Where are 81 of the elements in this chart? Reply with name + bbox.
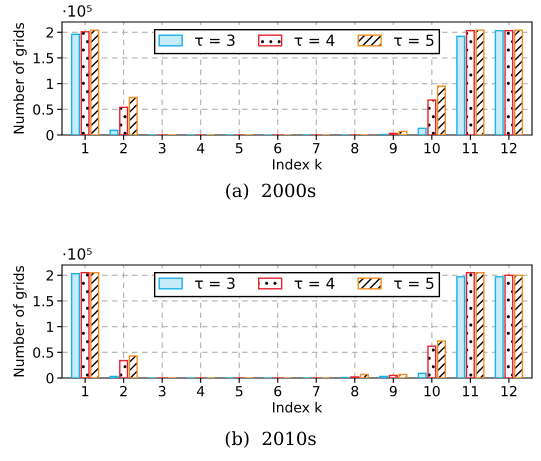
bar <box>360 374 369 378</box>
x-tick-label: 12 <box>502 142 516 154</box>
bar <box>466 30 475 135</box>
bar <box>119 360 128 378</box>
x-tick-label: 4 <box>196 386 204 396</box>
y-axis-title: Number of grids <box>13 22 27 134</box>
x-tick-label: 7 <box>312 386 320 396</box>
text: ·10⁵ <box>64 248 92 260</box>
x-tick-label: 10 <box>424 386 440 396</box>
bar <box>418 372 427 378</box>
bar <box>504 30 514 135</box>
y-tick-label: 2 <box>46 270 53 281</box>
x-tick-label: 11 <box>463 143 478 154</box>
text: (a) 2000s <box>226 183 316 200</box>
x-axis-title: Index k <box>273 402 322 413</box>
x-tick-label: 7 <box>312 143 320 154</box>
bar <box>90 30 100 135</box>
y-tick-label: 0.5 <box>33 347 54 358</box>
y-tick-label: 1.5 <box>34 53 54 64</box>
bar <box>418 128 427 135</box>
x-tick-label: 9 <box>390 386 397 396</box>
bar <box>128 96 138 135</box>
x-tick-label: 3 <box>158 142 166 154</box>
x-tick-label: 12 <box>502 386 516 396</box>
x-tick-label: 3 <box>158 386 166 396</box>
x-tick-label: 1 <box>82 386 88 396</box>
x-tick-label: 6 <box>274 386 282 396</box>
bar <box>504 274 514 378</box>
bar <box>70 273 80 378</box>
bar <box>466 272 475 378</box>
bar <box>80 31 90 135</box>
bar <box>494 30 504 135</box>
x-tick-label: 11 <box>463 386 478 396</box>
bar <box>427 99 436 135</box>
y-tick-label: 2 <box>46 27 53 38</box>
x-tick-label: 2 <box>120 142 127 154</box>
y-tick-label: 1 <box>47 322 54 332</box>
legend-label: τ = 5 <box>394 278 434 290</box>
bar <box>475 30 485 135</box>
bar <box>436 340 446 378</box>
x-tick-label: 5 <box>236 386 242 396</box>
bar <box>80 272 90 378</box>
x-tick-label: 1 <box>82 143 88 154</box>
bar <box>475 272 485 378</box>
bar <box>456 276 466 378</box>
bar <box>456 36 466 135</box>
y-tick-label: 1 <box>47 78 54 89</box>
bar <box>494 276 504 378</box>
y-tick-label: 0 <box>46 130 54 140</box>
legend-label: τ = 3 <box>195 277 235 290</box>
bar <box>128 355 138 378</box>
x-tick-label: 5 <box>236 143 242 154</box>
bar <box>514 274 524 378</box>
bar <box>398 130 408 135</box>
y-axis-title: Number of grids <box>13 266 27 376</box>
x-tick-label: 6 <box>274 142 282 154</box>
legend-label: τ = 4 <box>294 278 334 289</box>
x-tick-label: 8 <box>351 142 358 154</box>
bar <box>388 374 398 378</box>
x-tick-label: 9 <box>390 142 397 154</box>
x-axis-title: Index k <box>273 158 322 170</box>
text: (b) 2010s <box>226 431 316 448</box>
legend-label: τ = 5 <box>394 34 434 46</box>
bar <box>514 30 524 135</box>
y-tick-label: 1.5 <box>34 296 54 306</box>
x-tick-label: 2 <box>120 386 127 396</box>
bar <box>119 106 128 135</box>
x-tick-label: 10 <box>424 142 440 154</box>
legend-label: τ = 3 <box>195 34 235 46</box>
bar <box>398 374 408 378</box>
bar <box>109 130 119 135</box>
y-tick-label: 0 <box>46 372 54 384</box>
bar <box>436 86 446 135</box>
legend-label: τ = 4 <box>294 34 334 46</box>
bar <box>427 345 436 378</box>
bar <box>70 34 80 135</box>
bar <box>90 272 100 378</box>
x-tick-label: 4 <box>196 143 204 154</box>
text: ·10⁵ <box>64 5 92 17</box>
x-tick-label: 8 <box>351 386 358 396</box>
y-tick-label: 0.5 <box>33 104 54 115</box>
